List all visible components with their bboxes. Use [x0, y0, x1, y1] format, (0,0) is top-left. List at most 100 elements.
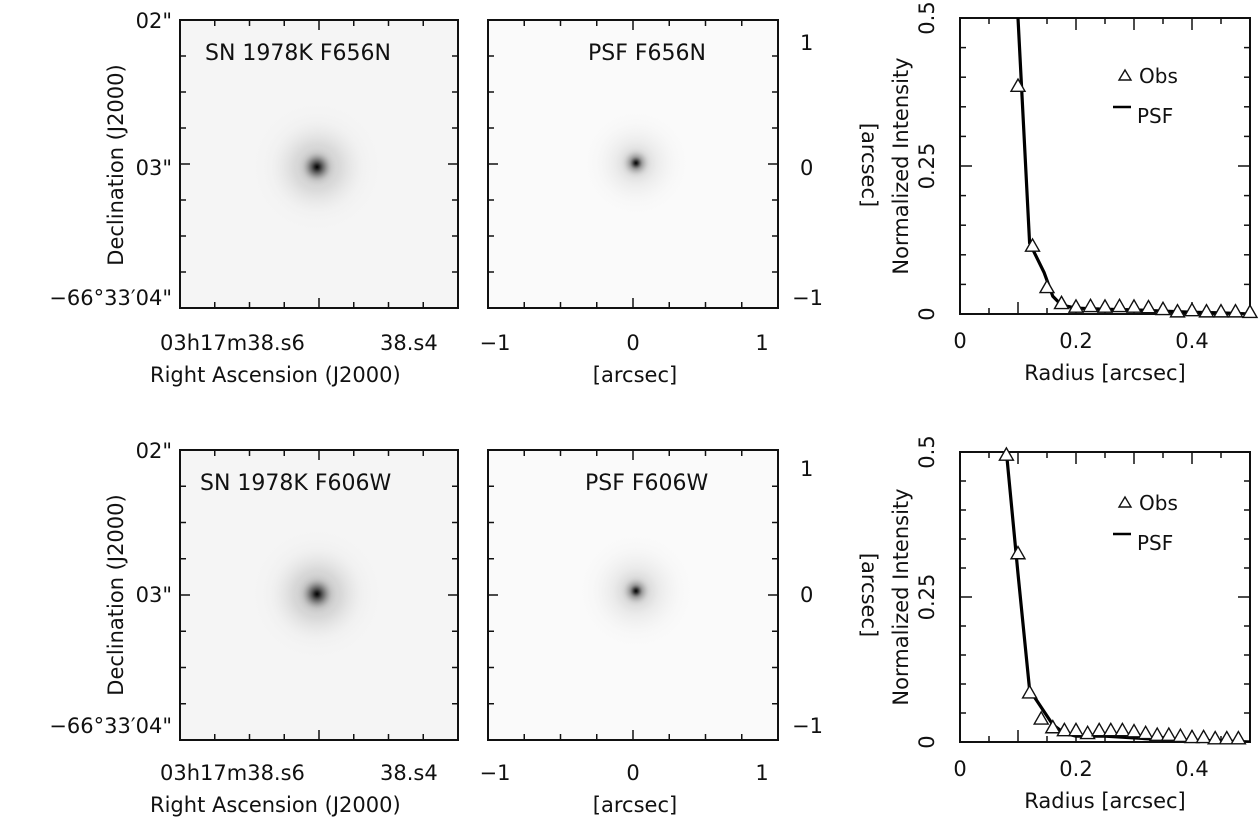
- ra-tick-left: 03h17m38.s6: [160, 761, 305, 785]
- x-tick-label: 0.4: [1175, 329, 1208, 353]
- obs-point: [1195, 728, 1212, 744]
- obs-point: [1067, 721, 1085, 737]
- obs-point: [1009, 545, 1027, 560]
- ra-tick-right: 38.s4: [380, 761, 438, 785]
- obs-point: [1160, 726, 1178, 741]
- obs-point: [1206, 730, 1224, 745]
- obs-point: [1024, 237, 1041, 252]
- obs-point: [1227, 303, 1244, 318]
- psf-y-label: [arcsec]: [857, 553, 881, 637]
- obs-point: [1148, 726, 1166, 741]
- psf-series-line: [1004, 452, 1250, 742]
- psf-image-panel-f606w: PSF F606W −1 0 1 [arcsec] 1 0 −1 [arcsec…: [480, 449, 881, 817]
- psf-y-tick-top: 1: [800, 457, 813, 481]
- psf-image-panel-f656n: PSF F656N −1 0 1 [arcsec] 1 0 −1 [arcsec…: [480, 19, 881, 387]
- x-axis-label: Radius [arcsec]: [1024, 789, 1185, 813]
- legend-obs-marker: [1117, 495, 1133, 508]
- obs-point: [1021, 684, 1038, 699]
- y-tick-label: 0.25: [915, 143, 939, 190]
- psf-y-label: [arcsec]: [857, 123, 881, 207]
- psf-y-tick-bottom: −1: [792, 714, 823, 738]
- ra-tick-right: 38.s4: [380, 331, 438, 355]
- obs-point: [1183, 728, 1201, 744]
- row-1: SN 1978K F656N 02" 03" −66°33′04" Declin…: [49, 9, 881, 387]
- obs-point: [1044, 719, 1062, 734]
- obs-point: [1056, 721, 1073, 737]
- obs-point: [1183, 302, 1201, 317]
- sn-image-panel-f656n: SN 1978K F656N 02" 03" −66°33′04" Declin…: [49, 9, 459, 387]
- psf-y-tick-bottom: −1: [792, 286, 823, 310]
- legend-psf-label: PSF: [1137, 104, 1173, 128]
- psf-series-line: [1016, 18, 1250, 314]
- psf-y-tick-zero: 0: [800, 583, 813, 607]
- psf-source: [618, 573, 654, 609]
- legend-obs-marker: [1117, 68, 1133, 81]
- y-axis-label: Normalized Intensity: [889, 57, 913, 274]
- y-tick-label: 0: [915, 307, 939, 320]
- obs-point: [1241, 303, 1259, 319]
- x-tick-label: 0.2: [1059, 329, 1092, 353]
- obs-point: [1053, 294, 1070, 310]
- sn-source: [294, 571, 340, 617]
- y-tick-label: 0: [915, 735, 939, 748]
- x-tick-label: 0: [953, 757, 966, 781]
- obs-point: [1154, 300, 1172, 316]
- dec-tick-mid: 03": [136, 583, 172, 607]
- row-2: SN 1978K F606W 02" 03" −66°33′04" Declin…: [49, 439, 881, 817]
- x-tick-label: 0: [953, 329, 966, 353]
- obs-point: [1218, 730, 1236, 745]
- psf-source: [618, 145, 654, 181]
- plot-frame: [959, 17, 1251, 315]
- obs-point: [1137, 724, 1154, 740]
- obs-point: [1038, 278, 1056, 294]
- y-tick-label: 0.5: [915, 435, 939, 468]
- obs-point: [1082, 297, 1099, 313]
- sn-source: [295, 145, 339, 189]
- y-tick-label: 0.25: [915, 574, 939, 621]
- x-tick-label: 0.2: [1059, 757, 1092, 781]
- y-tick-label: 0.5: [915, 1, 939, 34]
- psf-x-tick-zero: 0: [626, 331, 639, 355]
- obs-point: [1212, 303, 1230, 318]
- dec-tick-top: 02": [136, 9, 172, 33]
- psf-title: PSF F656N: [588, 41, 706, 66]
- obs-point: [1111, 297, 1128, 313]
- obs-point: [1090, 721, 1108, 737]
- dec-tick-mid: 03": [136, 156, 172, 180]
- psf-x-label: [arcsec]: [593, 363, 677, 387]
- obs-point: [998, 446, 1015, 461]
- psf-y-tick-top: 1: [800, 31, 813, 55]
- obs-point: [1140, 299, 1157, 314]
- obs-point: [1067, 298, 1085, 313]
- x-axis-label: Radius [arcsec]: [1024, 361, 1185, 385]
- image-title: SN 1978K F656N: [205, 41, 391, 66]
- legend-psf-label: PSF: [1137, 531, 1173, 555]
- obs-point: [1125, 298, 1143, 313]
- psf-y-tick-zero: 0: [800, 156, 813, 180]
- obs-point: [1102, 721, 1120, 737]
- obs-point: [1032, 710, 1050, 725]
- dec-axis-label: Declination (J2000): [104, 64, 128, 265]
- psf-x-tick-pos: 1: [755, 761, 768, 785]
- radial-profile-plot-f656n: 0 0.2 0.4 0 0.25 0.5 Radius [arcsec] Normalized…: [889, 1, 1259, 385]
- image-title: SN 1978K F606W: [200, 471, 391, 496]
- obs-point: [1198, 303, 1215, 318]
- psf-title: PSF F606W: [585, 471, 709, 496]
- sn-image-panel-f606w: SN 1978K F606W 02" 03" −66°33′04" Declin…: [49, 439, 459, 817]
- legend-obs-label: Obs: [1139, 491, 1178, 515]
- y-axis-label: Normalized Intensity: [889, 488, 913, 705]
- obs-point: [1230, 730, 1247, 745]
- plot-frame: [959, 451, 1251, 743]
- dec-axis-label: Declination (J2000): [104, 494, 128, 695]
- obs-point: [1125, 723, 1143, 738]
- frame-ticks: [180, 20, 778, 740]
- obs-point: [1096, 298, 1114, 313]
- ra-axis-label: Right Ascension (J2000): [150, 793, 401, 817]
- obs-point: [1114, 721, 1131, 737]
- psf-x-tick-neg: −1: [480, 761, 511, 785]
- dec-tick-top: 02": [136, 439, 172, 463]
- ra-tick-left: 03h17m38.s6: [160, 331, 305, 355]
- obs-point: [1172, 727, 1189, 743]
- x-tick-label: 0.4: [1175, 757, 1208, 781]
